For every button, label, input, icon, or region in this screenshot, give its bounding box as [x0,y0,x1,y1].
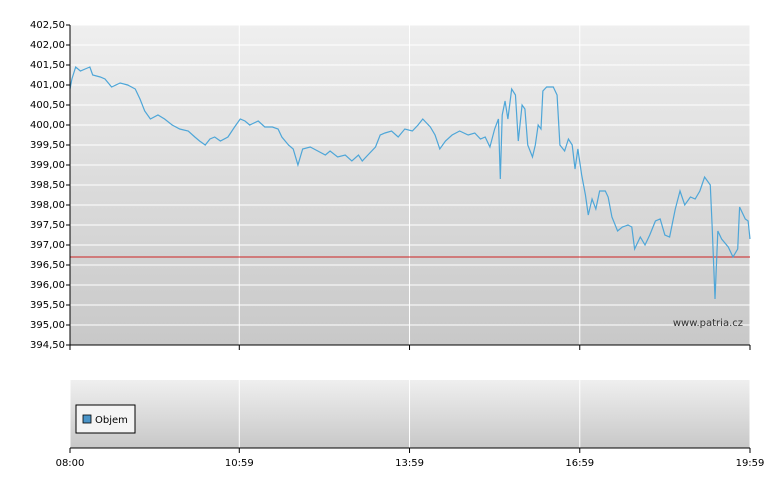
watermark: www.patria.cz [673,318,743,329]
x-tick-label: 13:59 [395,458,424,469]
x-tick-label: 10:59 [225,458,254,469]
y-tick-label: 402,00 [30,40,65,51]
y-tick-label: 399,50 [30,140,65,151]
legend-swatch [82,414,92,424]
y-tick-label: 397,00 [30,240,65,251]
y-tick-label: 402,50 [30,20,65,31]
x-tick-label: 08:00 [56,458,85,469]
price-line [69,65,751,300]
y-tick-label: 400,50 [30,100,65,111]
y-tick-label: 400,00 [30,120,65,131]
y-tick-label: 396,00 [30,280,65,291]
y-tick-label: 395,50 [30,300,65,311]
y-tick-label: 397,50 [30,220,65,231]
y-tick-label: 395,00 [30,320,65,331]
y-tick-label: 394,50 [30,340,65,351]
y-tick-label: 398,50 [30,180,65,191]
y-tick-label: 401,00 [30,80,65,91]
x-tick-label: 19:59 [736,458,765,469]
y-tick-label: 401,50 [30,60,65,71]
y-tick-label: 396,50 [30,260,65,271]
y-tick-label: 398,00 [30,200,65,211]
legend-label: Objem [95,415,128,426]
x-tick-label: 16:59 [565,458,594,469]
y-tick-label: 399,00 [30,160,65,171]
